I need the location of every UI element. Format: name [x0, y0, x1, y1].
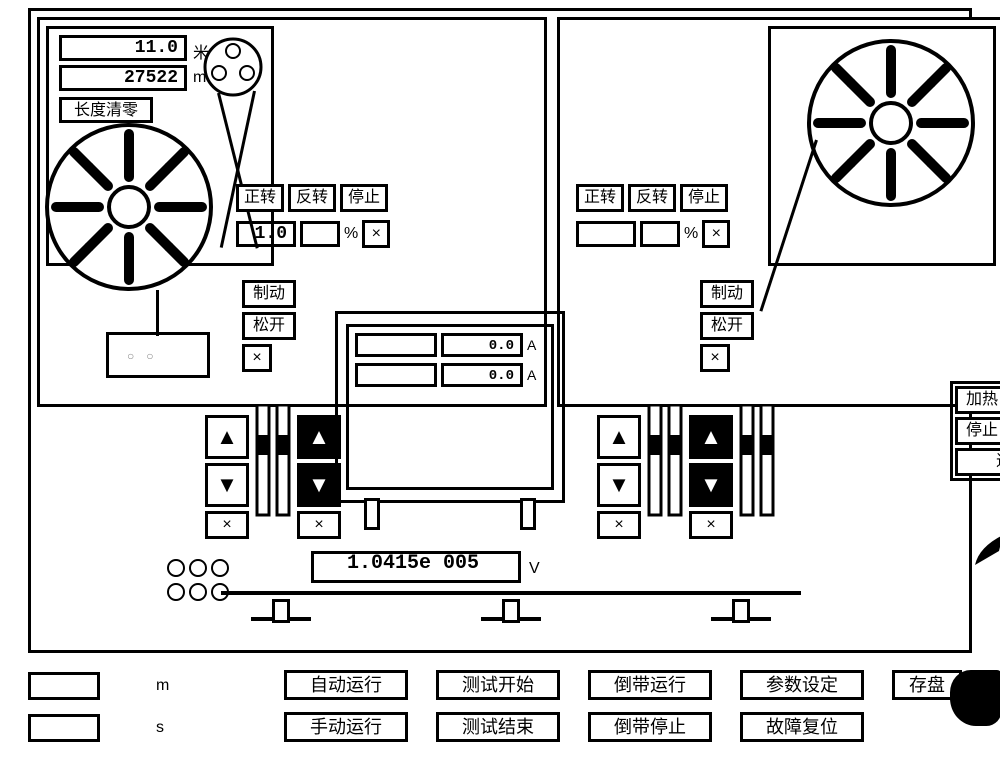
manual-run-button[interactable]: 手动运行 — [284, 712, 408, 742]
arrow-down-icon: ▼ — [608, 472, 630, 498]
left-speed-unit: % — [344, 225, 358, 243]
left-speed-x-button[interactable]: × — [362, 220, 390, 248]
auto-run-button[interactable]: 自动运行 — [284, 670, 408, 700]
right-stop-button[interactable]: 停止 — [680, 184, 728, 212]
inst-r1b: 0.0 — [441, 333, 523, 357]
actuator-r2 — [737, 405, 777, 505]
l1-down-button[interactable]: ▼ — [205, 463, 249, 507]
r2-up-button[interactable]: ▲ — [689, 415, 733, 459]
voltage-row: 1.0415e 005 V — [311, 551, 540, 587]
test-end-button[interactable]: 测试结束 — [436, 712, 560, 742]
reel-right — [806, 38, 976, 208]
tape-stop-button[interactable]: 倒带停止 — [588, 712, 712, 742]
reel-left — [44, 122, 214, 292]
sp1-input[interactable] — [28, 672, 100, 700]
l2-down-button[interactable]: ▼ — [297, 463, 341, 507]
left-brake-x-button[interactable]: × — [242, 344, 272, 372]
right-rev-button[interactable]: 反转 — [628, 184, 676, 212]
arrow-down-icon: ▼ — [308, 472, 330, 498]
motor-right-controls: 正转 反转 停止 — [576, 184, 728, 212]
rollers-left — [167, 559, 229, 577]
left-fwd-button[interactable]: 正转 — [236, 184, 284, 212]
length-readout: 11.0 — [59, 35, 187, 61]
arrow-down-icon: ▼ — [216, 472, 238, 498]
r2-x-button[interactable]: × — [689, 511, 733, 539]
right-zone: 正转 反转 停止 % × 制动 松开 × — [557, 17, 1000, 407]
left-tension-box: ○ ○ — [106, 332, 210, 378]
inst-u2: A — [527, 367, 545, 383]
inst-r1a — [355, 333, 437, 357]
inst-u1: A — [527, 337, 545, 353]
tape-run-button[interactable]: 倒带运行 — [588, 670, 712, 700]
heater-icon — [969, 491, 1000, 576]
bottom-panel: m s 自动运行 手动运行 测试开始 测试结束 倒带运行 倒带停止 参数设定 故… — [28, 668, 972, 754]
right-fwd-button[interactable]: 正转 — [576, 184, 624, 212]
right-speed-display — [576, 221, 636, 247]
arrow-up-icon: ▲ — [700, 424, 722, 450]
l2-x-button[interactable]: × — [297, 511, 341, 539]
main-panel: 11.0 27522 米 mm 长度清零 — [28, 8, 972, 653]
sp1-unit: m — [156, 677, 169, 695]
arrow-up-icon: ▲ — [308, 424, 330, 450]
sp2-unit: s — [156, 719, 164, 737]
voltage-unit: V — [529, 560, 540, 578]
rollers-left-2 — [167, 583, 229, 601]
arrow-up-icon: ▲ — [608, 424, 630, 450]
left-speed-display: 1.0 — [236, 221, 296, 247]
left-rev-button[interactable]: 反转 — [288, 184, 336, 212]
corner-blob — [950, 670, 1000, 726]
r1-x-button[interactable]: × — [597, 511, 641, 539]
center-instrument: 0.0 A 0.0 A — [335, 311, 565, 503]
l2-up-button[interactable]: ▲ — [297, 415, 341, 459]
heat-button[interactable]: 加热 — [955, 386, 1000, 414]
exit-button[interactable]: 退出 — [955, 448, 1000, 476]
r1-up-button[interactable]: ▲ — [597, 415, 641, 459]
arrow-up-icon: ▲ — [216, 424, 238, 450]
zero-length-button[interactable]: 长度清零 — [59, 97, 153, 123]
sp2-input[interactable] — [28, 714, 100, 742]
count-readout: 27522 — [59, 65, 187, 91]
left-release-button[interactable]: 松开 — [242, 312, 296, 340]
left-brake-button[interactable]: 制动 — [242, 280, 296, 308]
arrow-down-icon: ▼ — [700, 472, 722, 498]
inst-r2b: 0.0 — [441, 363, 523, 387]
r2-down-button[interactable]: ▼ — [689, 463, 733, 507]
voltage-readout: 1.0415e 005 — [311, 551, 521, 583]
r1-down-button[interactable]: ▼ — [597, 463, 641, 507]
heat-controls: 加热 吹干 停止 停风 退出 — [950, 381, 1000, 481]
right-speed-unit: % — [684, 225, 698, 243]
right-brake-x-button[interactable]: × — [700, 344, 730, 372]
right-release-button[interactable]: 松开 — [700, 312, 754, 340]
left-stop-button[interactable]: 停止 — [340, 184, 388, 212]
heat-stop-button[interactable]: 停止 — [955, 417, 1000, 445]
fault-reset-button[interactable]: 故障复位 — [740, 712, 864, 742]
right-brake-button[interactable]: 制动 — [700, 280, 754, 308]
param-set-button[interactable]: 参数设定 — [740, 670, 864, 700]
l1-up-button[interactable]: ▲ — [205, 415, 249, 459]
inst-r2a — [355, 363, 437, 387]
l1-x-button[interactable]: × — [205, 511, 249, 539]
actuator-r1 — [645, 405, 685, 505]
motor-left-controls: 正转 反转 停止 — [236, 184, 388, 212]
right-speed-x-button[interactable]: × — [702, 220, 730, 248]
base-plate — [221, 591, 801, 611]
test-start-button[interactable]: 测试开始 — [436, 670, 560, 700]
actuator-l1 — [253, 405, 293, 505]
